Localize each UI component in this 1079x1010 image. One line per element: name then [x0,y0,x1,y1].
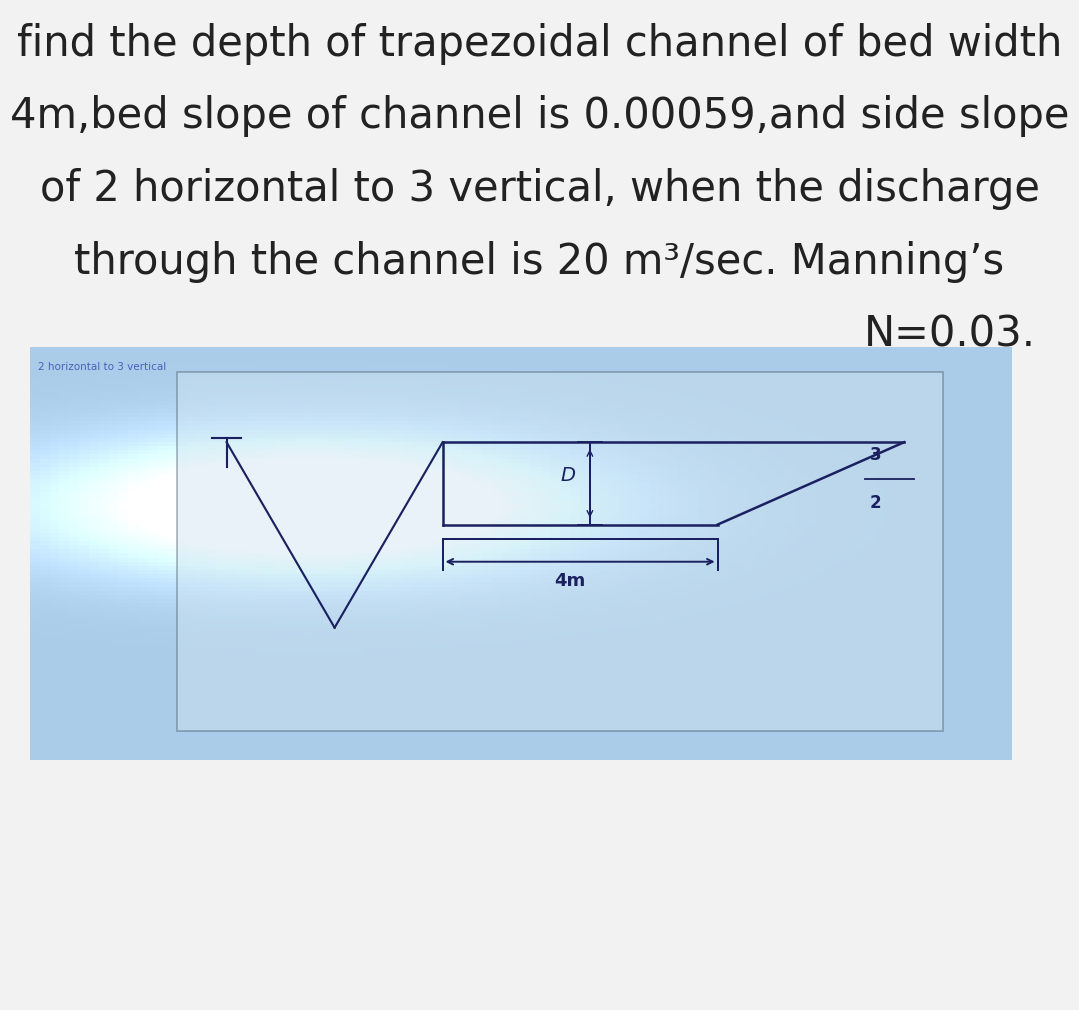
Text: 2 horizontal to 3 vertical: 2 horizontal to 3 vertical [38,363,166,373]
Bar [178,372,943,730]
Text: 4m,bed slope of channel is 0.00059,and side slope: 4m,bed slope of channel is 0.00059,and s… [10,95,1069,137]
Text: D: D [561,466,576,485]
Text: through the channel is 20 m³/sec. Manning’s: through the channel is 20 m³/sec. Mannin… [74,240,1005,283]
Text: 2: 2 [870,494,882,512]
Text: 4m: 4m [555,572,586,590]
Text: of 2 horizontal to 3 vertical, when the discharge: of 2 horizontal to 3 vertical, when the … [40,168,1039,210]
Text: 3: 3 [870,446,882,465]
Text: N=0.03.: N=0.03. [864,313,1036,356]
Text: find the depth of trapezoidal channel of bed width: find the depth of trapezoidal channel of… [17,22,1062,65]
